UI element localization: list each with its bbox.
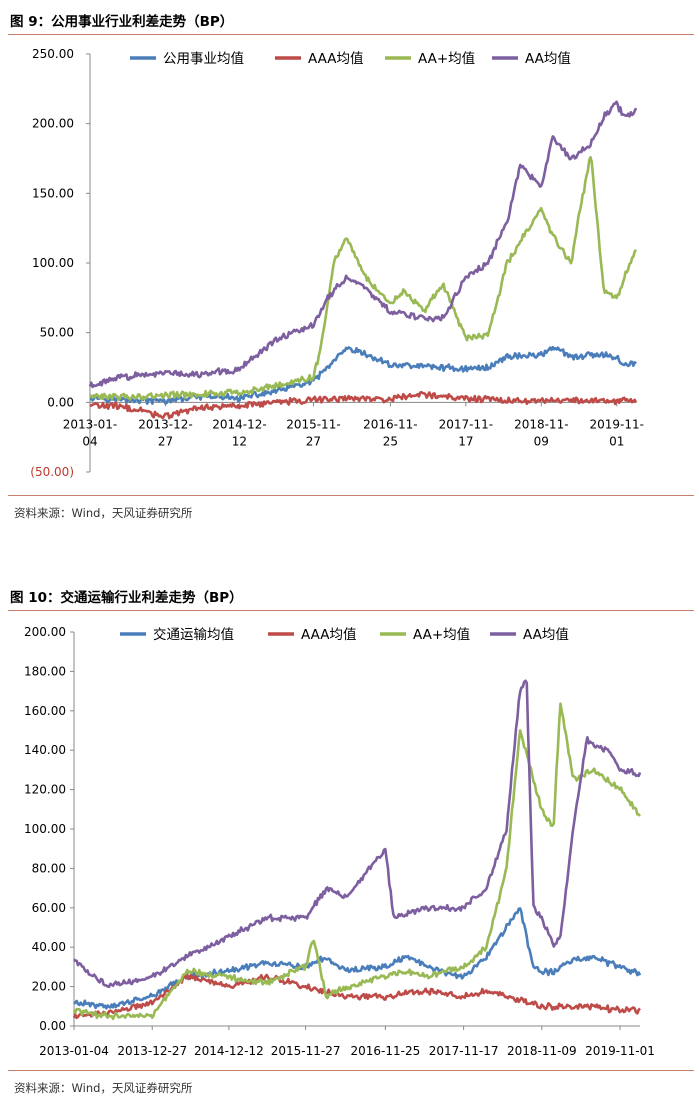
series-line — [88, 100, 638, 389]
x-tick-label: 2015-11-27 — [286, 417, 340, 448]
x-tick-label: 2016-11-25 — [351, 1044, 421, 1058]
x-tick-label: 2017-11-17 — [439, 417, 493, 448]
figure-title: 图 9：公用事业行业利差走势（BP） — [10, 14, 234, 30]
figure-title: 图 10：交通运输行业利差走势（BP） — [10, 590, 243, 606]
x-tick-label: 2013-12-27 — [138, 417, 192, 448]
x-tick-label: 2013-12-27 — [117, 1044, 187, 1058]
y-tick-label: 100.00 — [32, 256, 74, 270]
x-tick-label: 2019-11-01 — [585, 1044, 655, 1058]
x-tick-label: 2016-11-25 — [363, 417, 417, 448]
legend-label: 公用事业均值 — [163, 51, 244, 67]
y-tick-label: (50.00) — [30, 465, 74, 479]
legend-label: AAA均值 — [301, 627, 356, 643]
y-tick-label: 160.00 — [24, 704, 66, 718]
source-divider — [8, 495, 694, 496]
source-note: 资料来源：Wind，天风证券研究所 — [14, 1081, 193, 1095]
legend-label: AA均值 — [525, 51, 571, 67]
legend-label: 交通运输均值 — [153, 626, 234, 643]
spread-chart-utilities: (50.00) 0.00 50.00 100.00 150.00 200.00 250.00… — [30, 47, 644, 479]
spread-chart-transportation: 0.00 20.00 40.00 60.00 80.00 100.00 120.00 140.… — [24, 625, 655, 1058]
x-tick-label: 2017-11-17 — [429, 1044, 499, 1058]
legend-label: AA+均值 — [418, 51, 475, 67]
y-tick-label: 0.00 — [39, 1019, 66, 1033]
y-tick-label: 140.00 — [24, 743, 66, 757]
series-line — [89, 390, 638, 420]
source-note: 资料来源：Wind，天风证券研究所 — [14, 506, 193, 520]
legend-label: AA均值 — [523, 627, 569, 643]
y-tick-label: 20.00 — [32, 980, 66, 994]
series-line — [72, 702, 641, 1021]
x-tick-label: 2014-12-12 — [194, 1044, 264, 1058]
series-line — [73, 679, 642, 989]
y-tick-label: 40.00 — [32, 940, 66, 954]
x-tick-label: 2013-01-04 — [39, 1044, 109, 1058]
title-divider — [8, 610, 694, 611]
series-line — [89, 345, 637, 405]
series-line — [88, 155, 638, 402]
y-tick-label: 150.00 — [32, 186, 74, 200]
y-tick-label: 100.00 — [24, 822, 66, 836]
x-tick-label: 2018-11-09 — [507, 1044, 577, 1058]
y-tick-label: 200.00 — [24, 625, 66, 639]
x-tick-label: 2015-11-27 — [271, 1044, 341, 1058]
y-tick-label: 60.00 — [32, 901, 66, 915]
y-tick-label: 250.00 — [32, 47, 74, 61]
y-tick-label: 80.00 — [32, 861, 66, 875]
x-tick-label: 2018-11-09 — [514, 417, 568, 448]
x-tick-label: 2019-11-01 — [590, 417, 644, 448]
legend-label: AAA均值 — [308, 51, 363, 67]
y-tick-label: 0.00 — [47, 395, 74, 409]
series-line — [73, 907, 642, 1010]
series-line — [72, 973, 641, 1020]
x-tick-label: 2014-12-12 — [212, 417, 266, 448]
legend-label: AA+均值 — [413, 627, 470, 643]
title-divider — [8, 34, 694, 35]
x-tick-label: 2013-01-04 — [63, 417, 117, 448]
y-tick-label: 50.00 — [40, 326, 74, 340]
y-tick-label: 180.00 — [24, 664, 66, 678]
y-tick-label: 200.00 — [32, 117, 74, 131]
source-divider — [8, 1070, 694, 1071]
y-tick-label: 120.00 — [24, 783, 66, 797]
